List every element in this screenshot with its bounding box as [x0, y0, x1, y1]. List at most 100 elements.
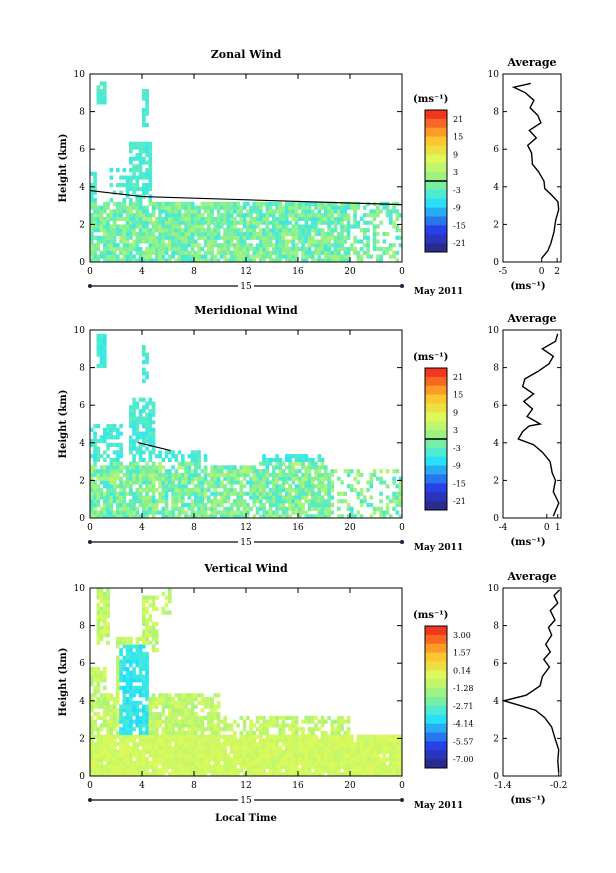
- colorbar-segment: [425, 154, 447, 164]
- heatmap-cell: [90, 510, 94, 515]
- heatmap-cell: [372, 749, 377, 754]
- heatmap-cell: [116, 450, 120, 455]
- heatmap-cell: [138, 678, 143, 683]
- heatmap-cell: [337, 768, 341, 773]
- heatmap-cell: [389, 742, 393, 747]
- heatmap-cell: [174, 205, 179, 210]
- heatmap-cell: [278, 749, 283, 754]
- heatmap-cell: [272, 502, 276, 508]
- heatmap-cell: [145, 111, 149, 116]
- heatmap-cell: [298, 224, 302, 229]
- heatmap-cell: [109, 487, 114, 493]
- heatmap-cell: [190, 454, 195, 459]
- heatmap-cell: [392, 742, 396, 747]
- heatmap-cell: [317, 506, 322, 511]
- heatmap-cell: [291, 757, 296, 762]
- heatmap-cell: [200, 487, 205, 493]
- heatmap-cell: [103, 480, 107, 485]
- heatmap-cell: [304, 772, 309, 777]
- heatmap-cell: [116, 715, 120, 720]
- heatmap-cell: [197, 491, 201, 496]
- heatmap-cell: [129, 502, 133, 508]
- heatmap-cell: [109, 216, 114, 222]
- heatmap-cell: [145, 670, 149, 675]
- heatmap-cell: [242, 250, 247, 255]
- heatmap-cell: [278, 745, 283, 751]
- heatmap-cell: [246, 764, 250, 769]
- heatmap-cell: [103, 618, 107, 623]
- heatmap-cell: [174, 700, 179, 705]
- heatmap-cell: [90, 216, 94, 222]
- heatmap-cell: [122, 693, 127, 698]
- heatmap-cell: [106, 435, 110, 440]
- heatmap-cell: [272, 768, 276, 773]
- heatmap-cell: [324, 749, 328, 754]
- y-tick-label: 8: [79, 364, 85, 374]
- heatmap-cell: [385, 506, 390, 511]
- heatmap-cell: [103, 510, 107, 515]
- heatmap-cell: [395, 749, 400, 754]
- heatmap-cell: [304, 495, 309, 500]
- heatmap-cell: [125, 235, 130, 240]
- heatmap-cell: [161, 254, 166, 259]
- heatmap-cell: [398, 495, 403, 500]
- heatmap-cell: [158, 476, 162, 481]
- heatmap-cell: [103, 599, 107, 604]
- heatmap-cell: [369, 768, 374, 773]
- heatmap-cell: [288, 484, 292, 489]
- heatmap-cell: [109, 723, 114, 728]
- heatmap-cell: [327, 768, 331, 773]
- colorbar-segment: [425, 759, 447, 769]
- colorbar-tick-label: -9: [453, 462, 461, 471]
- heatmap-cell: [220, 246, 224, 252]
- heatmap-cell: [216, 224, 221, 229]
- heatmap-cell: [164, 730, 169, 736]
- heatmap-cell: [168, 514, 172, 519]
- heatmap-cell: [275, 246, 279, 252]
- heatmap-cell: [229, 235, 234, 240]
- heatmap-cell: [109, 213, 114, 218]
- heatmap-cell: [184, 715, 188, 720]
- heatmap-cell: [327, 258, 331, 263]
- heatmap-cell: [197, 760, 201, 766]
- heatmap-cell: [226, 742, 231, 747]
- heatmap-cell: [90, 476, 94, 481]
- heatmap-cell: [132, 499, 136, 504]
- heatmap-cell: [320, 715, 325, 720]
- heatmap-cell: [213, 715, 218, 720]
- heatmap-cell: [233, 209, 237, 214]
- average-x-tick-label: -1.4: [494, 781, 512, 791]
- heatmap-cell: [200, 510, 205, 515]
- heatmap-cell: [233, 772, 237, 777]
- heatmap-cell: [151, 697, 156, 702]
- heatmap-cell: [148, 697, 153, 702]
- heatmap-cell: [252, 250, 257, 255]
- heatmap-cell: [155, 640, 159, 645]
- heatmap-cell: [145, 651, 149, 657]
- heatmap-cell: [337, 254, 341, 259]
- heatmap-cell: [223, 487, 227, 493]
- heatmap-cell: [285, 745, 289, 751]
- heatmap-cell: [96, 591, 101, 596]
- heatmap-cell: [366, 753, 370, 758]
- heatmap-cell: [333, 224, 338, 229]
- heatmap-cell: [255, 476, 260, 481]
- heatmap-cell: [343, 745, 348, 751]
- heatmap-cell: [210, 231, 214, 237]
- heatmap-cell: [96, 216, 101, 222]
- heatmap-cell: [151, 719, 156, 724]
- heatmap-cell: [151, 235, 156, 240]
- heatmap-cell: [197, 487, 201, 493]
- heatmap-cell: [255, 495, 260, 500]
- heatmap-cell: [145, 213, 149, 218]
- heatmap-cell: [229, 484, 234, 489]
- heatmap-cell: [138, 454, 143, 459]
- heatmap-cell: [164, 610, 169, 615]
- heatmap-cell: [298, 753, 302, 758]
- heatmap-cell: [158, 461, 162, 466]
- heatmap-cell: [197, 213, 201, 218]
- heatmap-cell: [356, 224, 361, 229]
- heatmap-cell: [239, 487, 244, 493]
- heatmap-cell: [174, 772, 179, 777]
- heatmap-cell: [398, 757, 403, 762]
